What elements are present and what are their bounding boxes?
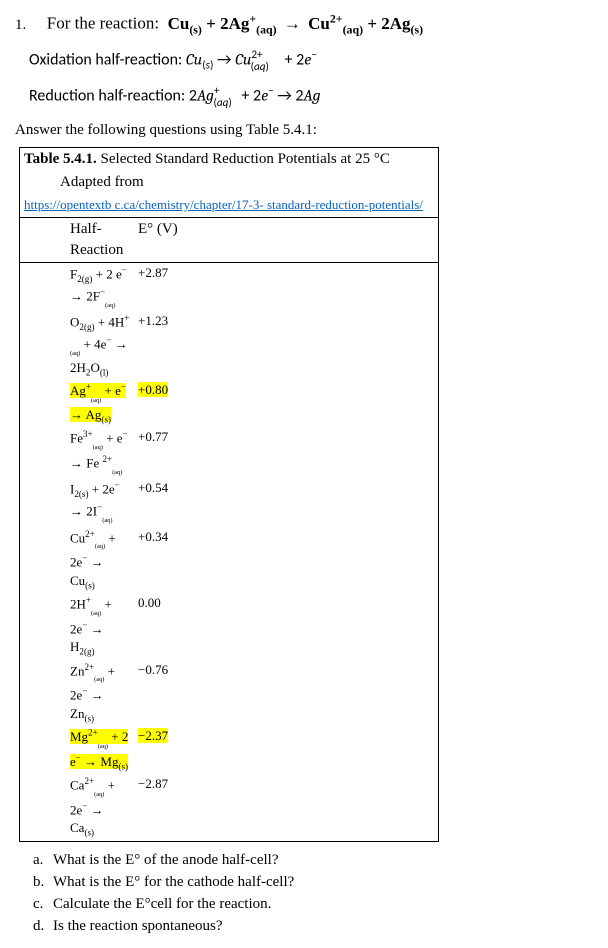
subq-d-text: Is the reaction spontaneous?	[53, 918, 223, 934]
table-row: Ag+(aq) + e− → Ag(s)+0.80	[20, 380, 439, 427]
question-lead: For the reaction:	[47, 14, 159, 33]
table-row: F2(g) + 2 e− → 2F−(aq)+2.87	[20, 263, 439, 312]
main-equation: Cu(s) + 2Ag+(aq) → Cu2+(aq) + 2Ag(s)	[168, 14, 423, 33]
reduction-label: Reduction half-reaction:	[29, 86, 185, 105]
subquestion-list: a.What is the E° of the anode half-cell?…	[33, 850, 593, 937]
half-reaction-cell: I2(s) + 2e− → 2I−(aq)	[20, 478, 135, 526]
col-half-reaction: Half-Reaction	[20, 218, 135, 263]
table-row: Fe3+(aq) + e− → Fe 2+(aq)+0.77	[20, 427, 439, 478]
table-link-cell: https://opentextb c.ca/chemistry/chapter…	[20, 194, 439, 218]
half-reaction-cell: Ag+(aq) + e− → Ag(s)	[20, 380, 135, 427]
table-row: Ca2+(aq) + 2e− → Ca(s)−2.87	[20, 774, 439, 841]
half-reaction-cell: Fe3+(aq) + e− → Fe 2+(aq)	[20, 427, 135, 478]
table-row: 2H+(aq) + 2e− → H2(g)0.00	[20, 593, 439, 659]
potential-cell: −2.87	[134, 774, 439, 841]
half-reaction-cell: Cu2+(aq) + 2e− → Cu(s)	[20, 527, 135, 593]
potential-cell: 0.00	[134, 593, 439, 659]
question-number: 1.	[15, 15, 43, 36]
table-row: O2(g) + 4H+(aq) + 4e− → 2H2O(l)+1.23	[20, 311, 439, 380]
table-title-bold: Table 5.4.1.	[24, 151, 97, 167]
potential-cell: +0.80	[134, 380, 439, 427]
potentials-table: Table 5.4.1. Selected Standard Reduction…	[19, 147, 439, 842]
table-row: Zn2+(aq) + 2e− → Zn(s)−0.76	[20, 660, 439, 726]
half-reaction-cell: O2(g) + 4H+(aq) + 4e− → 2H2O(l)	[20, 311, 135, 380]
table-title-rest: Selected Standard Reduction Potentials a…	[97, 151, 390, 167]
subq-b-text: What is the E° for the cathode half-cell…	[53, 874, 294, 890]
oxidation-half: Oxidation half-reaction: Cu(s) → Cu2+(aq…	[29, 48, 593, 74]
half-reaction-cell: F2(g) + 2 e− → 2F−(aq)	[20, 263, 135, 312]
table-row: Mg2+(aq) + 2 e− → Mg(s)−2.37	[20, 726, 439, 774]
subq-c-text: Calculate the E°cell for the reaction.	[53, 896, 271, 912]
potential-cell: −0.76	[134, 660, 439, 726]
table-title: Table 5.4.1. Selected Standard Reduction…	[20, 148, 439, 172]
reduction-half: Reduction half-reaction: 2Ag+(aq) + 2e− …	[29, 84, 593, 110]
table-adapted: Adapted from	[20, 171, 439, 194]
table-row: I2(s) + 2e− → 2I−(aq)+0.54	[20, 478, 439, 526]
oxidation-label: Oxidation half-reaction:	[29, 50, 182, 69]
half-reaction-cell: Mg2+(aq) + 2 e− → Mg(s)	[20, 726, 135, 774]
table-source-link[interactable]: https://opentextb c.ca/chemistry/chapter…	[24, 197, 423, 212]
potential-cell: +2.87	[134, 263, 439, 312]
col-potential: E° (V)	[134, 218, 439, 263]
potential-cell: +0.77	[134, 427, 439, 478]
subq-a: a.What is the E° of the anode half-cell?	[33, 850, 593, 871]
potential-cell: +1.23	[134, 311, 439, 380]
potential-cell: +0.54	[134, 478, 439, 526]
question-line: 1. For the reaction: Cu(s) + 2Ag+(aq) → …	[15, 10, 593, 38]
potential-cell: −2.37	[134, 726, 439, 774]
subq-c: c.Calculate the E°cell for the reaction.	[33, 894, 593, 915]
subq-a-text: What is the E° of the anode half-cell?	[53, 852, 278, 868]
potential-cell: +0.34	[134, 527, 439, 593]
subq-d: d.Is the reaction spontaneous?	[33, 916, 593, 937]
half-reaction-cell: 2H+(aq) + 2e− → H2(g)	[20, 593, 135, 659]
table-row: Cu2+(aq) + 2e− → Cu(s)+0.34	[20, 527, 439, 593]
half-reaction-cell: Zn2+(aq) + 2e− → Zn(s)	[20, 660, 135, 726]
subq-b: b.What is the E° for the cathode half-ce…	[33, 872, 593, 893]
half-reaction-cell: Ca2+(aq) + 2e− → Ca(s)	[20, 774, 135, 841]
answer-instruction: Answer the following questions using Tab…	[15, 120, 593, 141]
